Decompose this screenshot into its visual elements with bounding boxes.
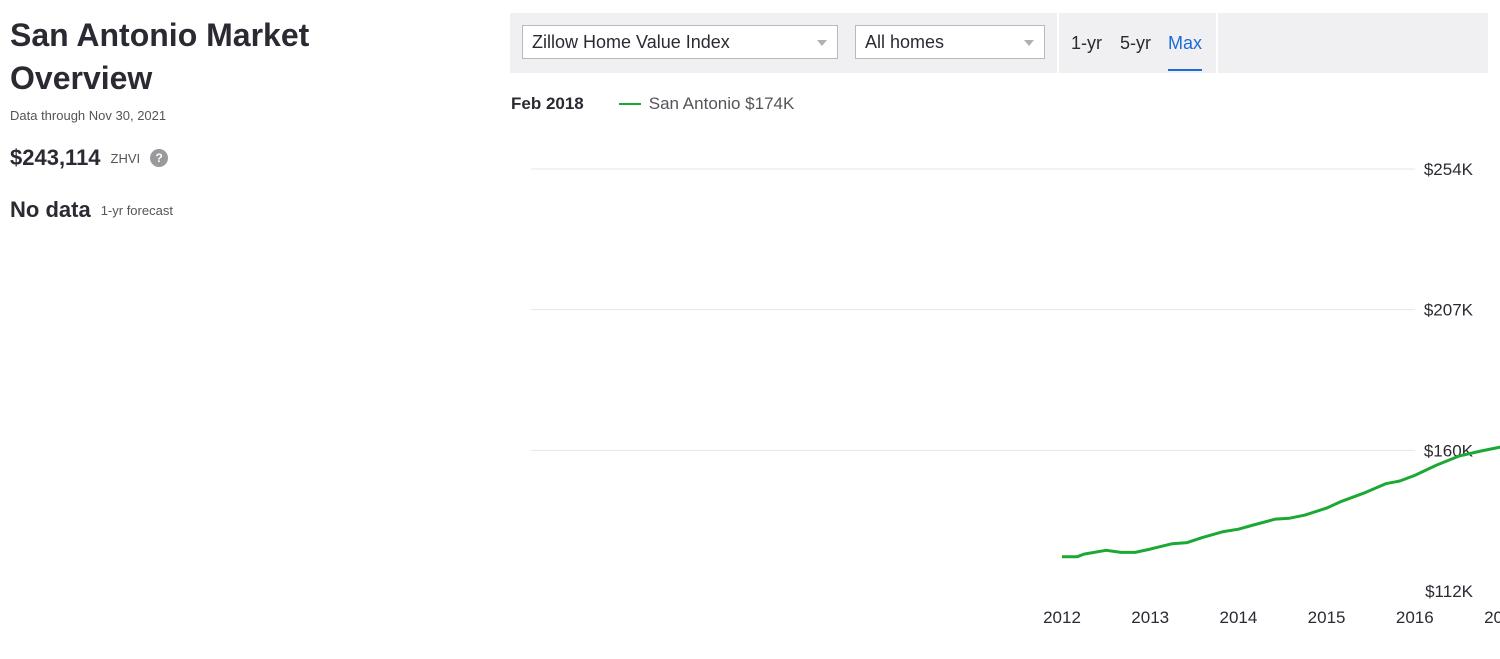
- toolbar-divider: [1216, 13, 1218, 73]
- y-tick-label: $207K: [1424, 301, 1474, 320]
- y-tick-label: $254K: [1424, 160, 1474, 179]
- home-type-select-value: All homes: [865, 32, 945, 52]
- chevron-down-icon: [1024, 40, 1034, 46]
- legend-swatch: [618, 103, 641, 105]
- page-title: San Antonio Market Overview: [10, 17, 310, 96]
- zhvi-metric: $243,114 ZHVI ?: [10, 145, 430, 171]
- data-through-text: Data through Nov 30, 2021: [10, 108, 167, 123]
- y-tick-label: $112K: [1425, 582, 1474, 601]
- tab-1-yr[interactable]: 1-yr: [1071, 33, 1102, 53]
- forecast-label: 1-yr forecast: [100, 202, 173, 218]
- home-type-select[interactable]: All homes: [855, 25, 1045, 59]
- chart-legend: Feb 2018 San Antonio $174K: [511, 94, 794, 114]
- x-tick-label: 2017: [1484, 608, 1500, 627]
- x-tick-label: 2012: [1043, 608, 1081, 627]
- tab-max[interactable]: Max: [1168, 33, 1203, 71]
- chart-toolbar: Zillow Home Value Index All homes 1-yr 5…: [510, 13, 1488, 73]
- metric-select[interactable]: Zillow Home Value Index: [522, 25, 838, 59]
- x-tick-label: 2013: [1131, 608, 1169, 627]
- chevron-down-icon: [817, 40, 827, 46]
- legend-series-label: San Antonio $174K: [648, 94, 795, 113]
- chart-grid: [531, 168, 1415, 451]
- hover-date: Feb 2018: [511, 94, 584, 113]
- y-tick-label: $160K: [1424, 441, 1474, 460]
- zhvi-label: ZHVI: [110, 150, 141, 166]
- x-tick-label: 2016: [1396, 608, 1434, 627]
- y-axis-labels: $254K $207K $160K $112K: [1424, 160, 1474, 601]
- series-line-san-antonio: [1062, 445, 1500, 559]
- x-axis-labels: 2012201320142015201620172018201920202021: [1043, 608, 1500, 627]
- metric-select-value: Zillow Home Value Index: [532, 32, 730, 52]
- market-overview-panel: San Antonio Market Overview Data through…: [10, 14, 430, 223]
- forecast-value: No data: [10, 197, 91, 222]
- forecast-metric: No data 1-yr forecast: [10, 197, 430, 223]
- tab-5-yr[interactable]: 5-yr: [1120, 33, 1151, 53]
- help-icon[interactable]: ?: [150, 149, 169, 167]
- toolbar-divider: [1057, 13, 1059, 73]
- x-tick-label: 2014: [1219, 608, 1257, 627]
- zhvi-value: $243,114: [10, 145, 101, 170]
- x-tick-label: 2015: [1308, 608, 1346, 627]
